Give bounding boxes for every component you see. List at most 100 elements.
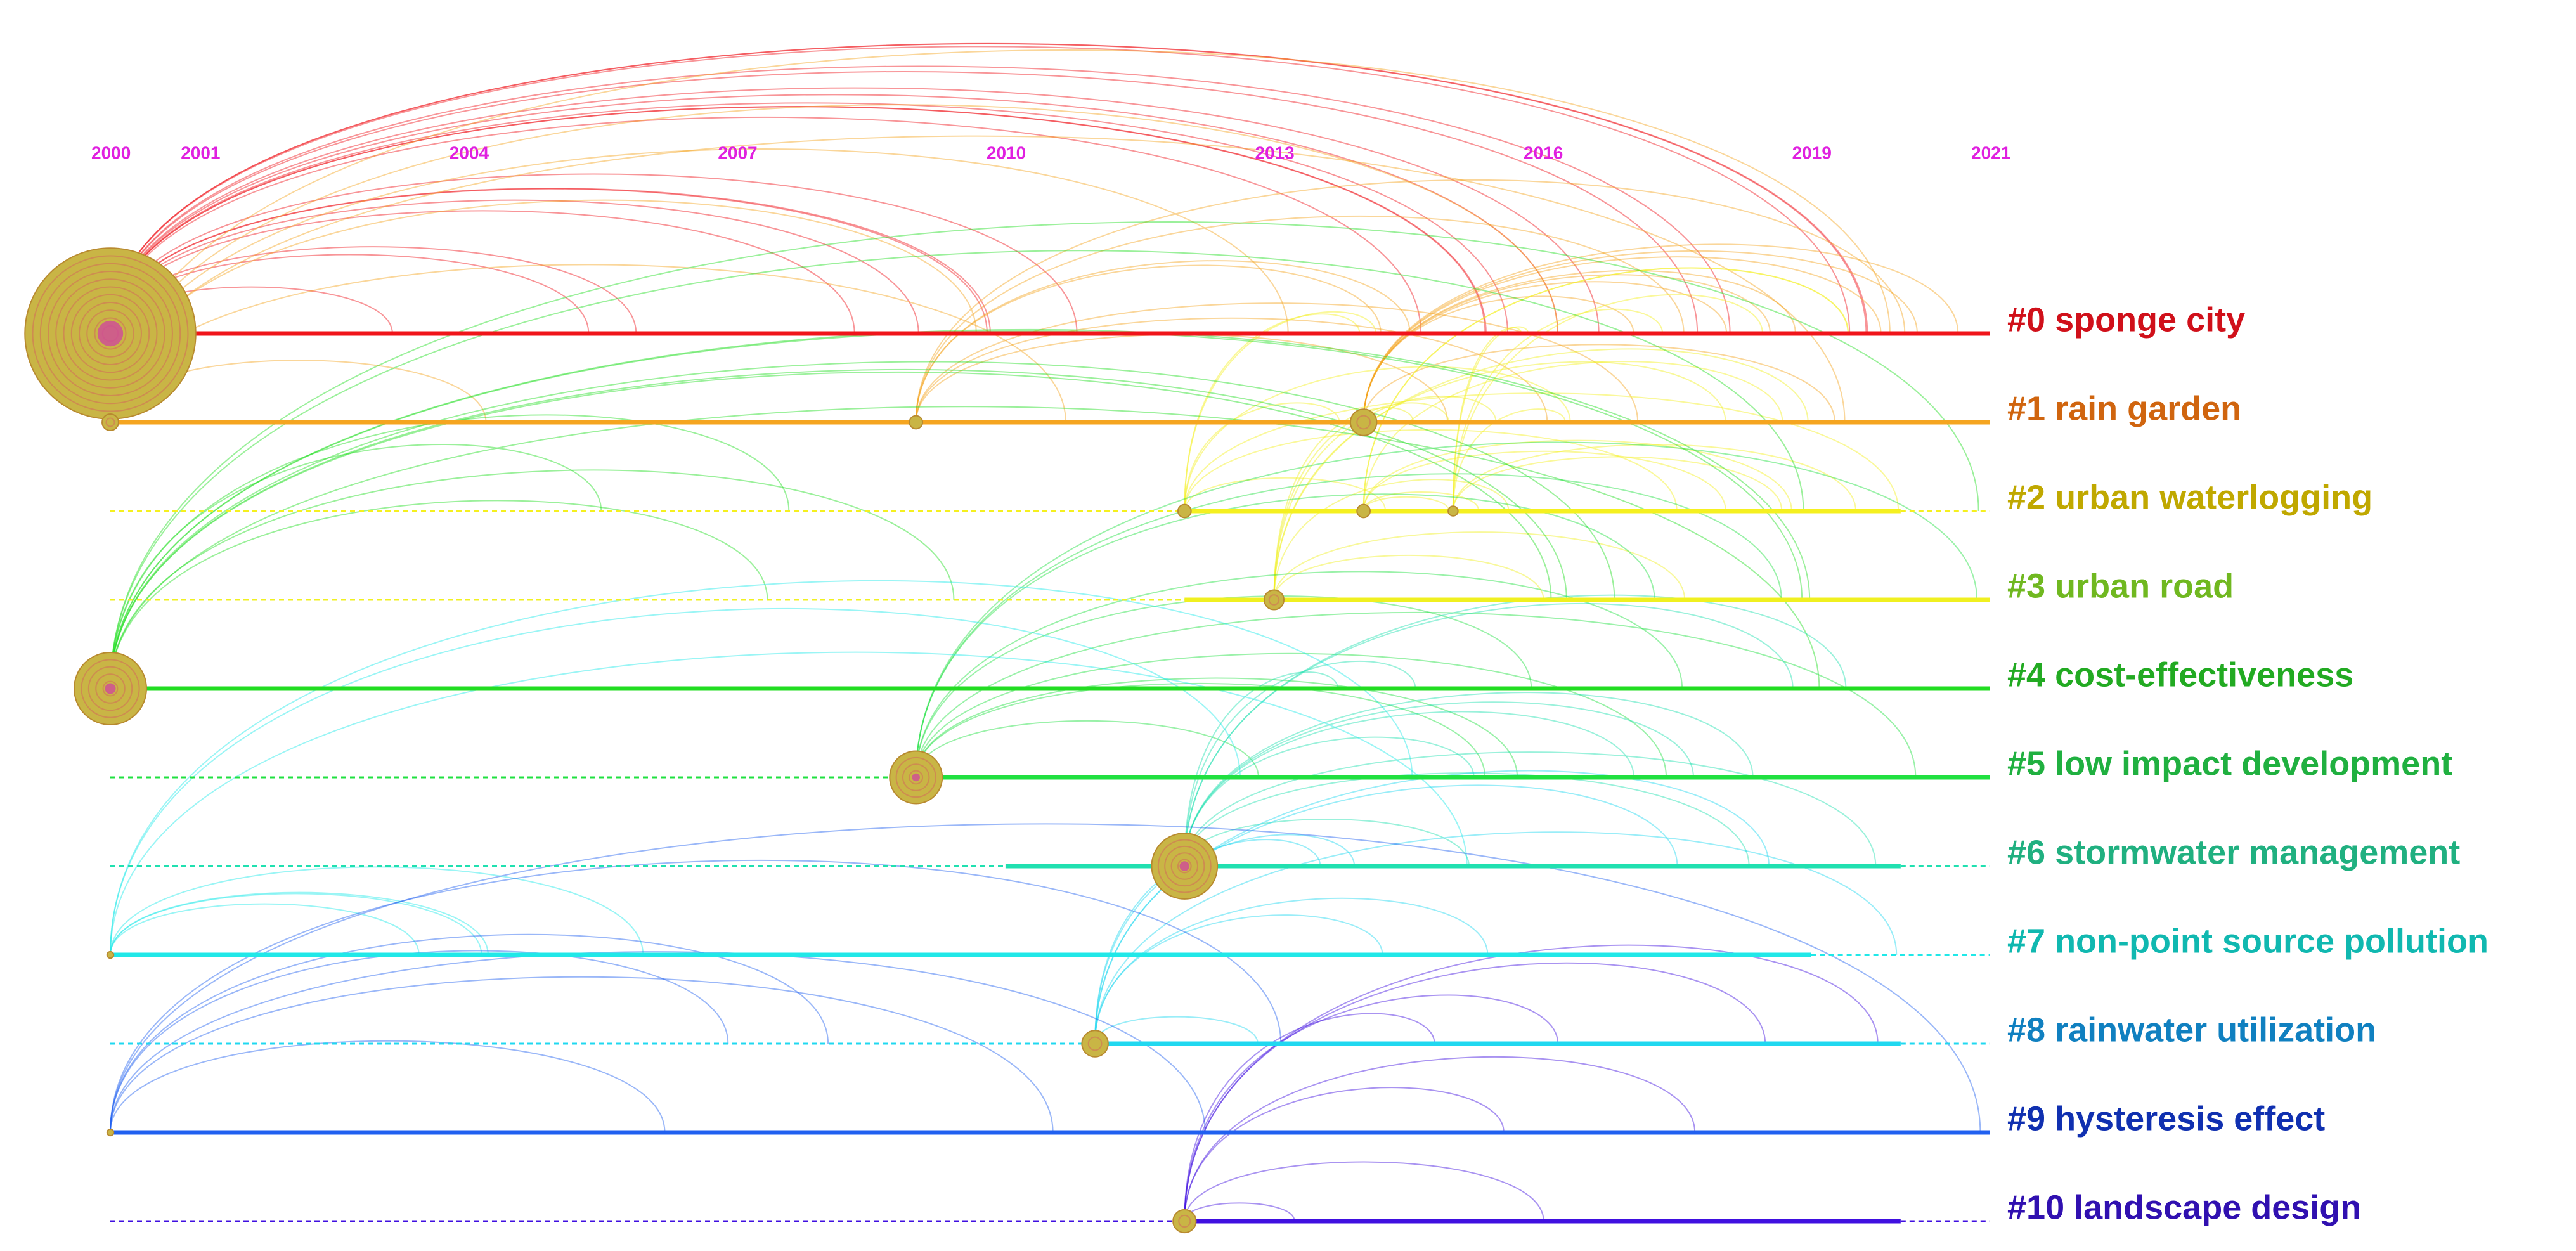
citation-arc <box>1362 274 1771 423</box>
citation-arc <box>1094 897 1489 1044</box>
citation-arc <box>110 951 1206 1133</box>
node-ring <box>1157 839 1212 893</box>
citation-arc <box>110 188 991 334</box>
node-ring <box>81 659 140 718</box>
x-tick-label: 2001 <box>181 143 220 162</box>
citation-arc <box>110 46 1851 334</box>
node-ring <box>895 756 936 798</box>
citation-arc <box>915 441 1978 778</box>
citation-arc <box>110 580 1413 956</box>
citation-arc <box>915 260 1411 423</box>
citation-arc <box>1184 711 1634 867</box>
node-disc <box>1263 589 1285 611</box>
citation-arc <box>110 608 1241 956</box>
cluster-label: #0 sponge city <box>2007 301 2245 339</box>
citation-arc <box>1184 736 1475 867</box>
node <box>1263 589 1285 611</box>
citation-arc <box>915 682 1486 778</box>
citation-arc <box>110 173 1078 334</box>
citation-arc <box>915 317 1548 423</box>
node <box>24 247 197 420</box>
node-disc <box>1177 503 1192 519</box>
citation-arc <box>110 371 1552 689</box>
citation-arc <box>1362 243 1959 423</box>
citation-arc <box>110 148 1289 423</box>
citation-arc <box>110 94 1558 334</box>
citation-arc <box>1184 311 1377 512</box>
citation-arc <box>1184 671 1339 867</box>
citation-arc <box>110 188 988 334</box>
citation-arc <box>110 87 1600 334</box>
citation-arc <box>1452 294 1763 512</box>
citation-arc <box>915 264 1382 423</box>
citation-arc <box>110 361 1615 689</box>
node-ring <box>79 302 142 365</box>
citation-arc <box>1184 994 1559 1222</box>
citation-arc <box>110 891 489 956</box>
cluster-label: #2 urban waterlogging <box>2007 478 2372 516</box>
cluster-label: #4 cost-effectiveness <box>2007 656 2353 694</box>
node-ring <box>70 294 150 373</box>
node <box>1349 408 1378 436</box>
citation-arc <box>110 651 1468 956</box>
node <box>1151 833 1219 900</box>
node <box>1081 1030 1109 1058</box>
node-disc <box>909 415 924 430</box>
citation-arc <box>915 473 1782 778</box>
citation-arc <box>1362 344 1835 423</box>
citation-arc <box>1184 701 1694 867</box>
citation-arc <box>1452 444 1857 512</box>
node <box>1172 1209 1197 1234</box>
cluster-label: #3 urban road <box>2007 567 2234 605</box>
x-tick-label: 2000 <box>91 143 131 162</box>
citation-arc <box>110 469 955 689</box>
node-ring <box>1170 852 1199 880</box>
citation-arc <box>915 493 1655 778</box>
citation-arc <box>1273 361 1726 600</box>
node-ring <box>1087 1036 1103 1051</box>
citation-arc <box>1273 554 1544 600</box>
node-ring <box>63 286 158 381</box>
node-ring <box>909 770 924 785</box>
node <box>101 413 119 431</box>
node <box>1177 503 1192 519</box>
citation-arc <box>915 215 1685 423</box>
citation-arc <box>1094 831 1898 1044</box>
node-disc <box>1081 1030 1109 1058</box>
citation-arc <box>110 933 829 1133</box>
citation-arc <box>1273 395 1497 600</box>
citation-arc <box>110 42 1868 334</box>
citation-arc <box>1273 531 1686 600</box>
citation-arc <box>915 677 1518 778</box>
citation-arc <box>1452 327 1522 512</box>
citation-arc <box>915 571 1683 778</box>
cluster-label: #6 stormwater management <box>2007 833 2460 871</box>
node-ring <box>87 666 133 711</box>
cluster-label: #9 hysteresis effect <box>2007 1099 2325 1138</box>
citation-arc <box>915 302 1639 423</box>
node-ring <box>95 673 126 704</box>
citation-arc <box>1184 313 1361 512</box>
node-core <box>912 773 920 782</box>
citation-arc <box>110 823 1981 1133</box>
citation-arc <box>1184 602 1794 867</box>
x-tick-label: 2016 <box>1524 143 1563 162</box>
citation-arc <box>1184 962 1766 1222</box>
cluster-label: #8 rainwater utilization <box>2007 1011 2376 1049</box>
citation-arc <box>110 105 1487 334</box>
citation-arc <box>1184 392 1900 512</box>
citation-arc <box>110 250 1804 689</box>
node-disc <box>1172 1209 1197 1234</box>
node-ring <box>39 263 181 405</box>
citation-arc <box>110 221 1979 689</box>
citation-arc <box>110 135 1846 423</box>
citation-arc <box>110 368 1567 689</box>
node-ring <box>94 317 127 350</box>
citation-arc <box>1362 269 1796 423</box>
cluster-label: #10 landscape design <box>2007 1188 2361 1226</box>
x-tick-label: 2021 <box>1971 143 2010 162</box>
citation-arc <box>110 71 1699 334</box>
node <box>1356 503 1371 519</box>
node <box>73 651 148 726</box>
citation-arc <box>915 652 1667 778</box>
